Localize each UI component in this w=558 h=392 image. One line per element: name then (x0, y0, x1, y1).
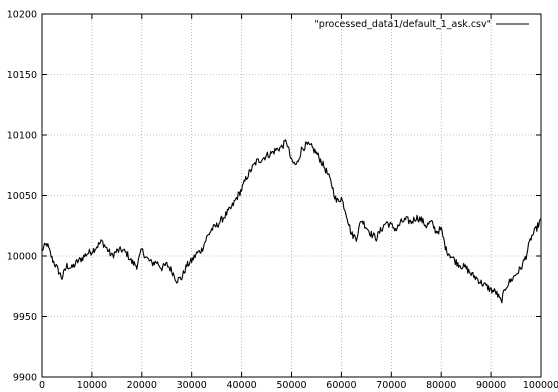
x-tick-label: 10000 (77, 380, 107, 391)
y-tick-label: 10150 (7, 70, 37, 81)
y-tick-label: 10050 (7, 191, 37, 202)
legend-label: "processed_data1/default_1_ask.csv" (314, 19, 491, 30)
x-tick-label: 90000 (476, 380, 506, 391)
y-tick-label: 10000 (7, 252, 37, 263)
x-tick-label: 60000 (326, 380, 356, 391)
series-layer (41, 139, 542, 304)
x-tick-label: 40000 (226, 380, 256, 391)
y-tick-label: 10100 (7, 131, 37, 142)
x-tick-label: 70000 (376, 380, 406, 391)
y-tick-label: 9950 (13, 312, 37, 323)
y-tick-label: 9900 (13, 373, 37, 384)
y-tick-label: 10200 (7, 10, 37, 21)
x-tick-label: 30000 (177, 380, 207, 391)
x-tick-label: 80000 (426, 380, 456, 391)
x-tick-label: 20000 (127, 380, 157, 391)
tick-layer: 0 10000 20000 30000 40000 50000 60000 70000 8000… (7, 10, 558, 392)
x-tick-label: 0 (39, 380, 45, 391)
x-tick-label: 100000 (523, 380, 558, 391)
plot-border (41, 13, 542, 378)
x-tick-label: 50000 (276, 380, 306, 391)
grid-layer (42, 14, 541, 377)
legend: "processed_data1/default_1_ask.csv" (314, 19, 529, 30)
series-line (41, 139, 542, 304)
